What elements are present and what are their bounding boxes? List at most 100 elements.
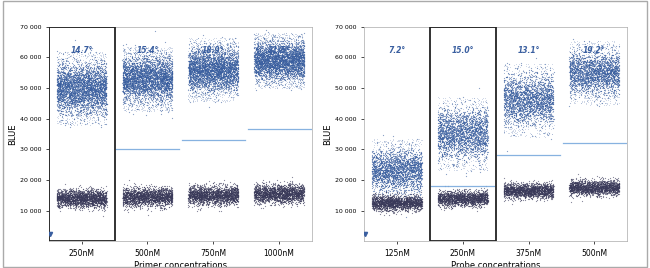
- Point: [604, 78, 615, 82]
- Point: [471, 196, 482, 200]
- Point: [165, 55, 176, 59]
- Point: [122, 199, 133, 203]
- Point: [273, 57, 283, 61]
- Point: [203, 90, 213, 94]
- Point: [519, 183, 530, 188]
- Point: [62, 195, 72, 200]
- Point: [600, 101, 610, 105]
- Point: [233, 189, 243, 193]
- Point: [58, 81, 68, 85]
- Point: [265, 54, 276, 58]
- Point: [500, 188, 511, 192]
- Point: [121, 85, 131, 89]
- Point: [576, 180, 586, 184]
- Point: [445, 142, 455, 146]
- Point: [452, 140, 463, 144]
- Point: [252, 79, 263, 83]
- Point: [86, 81, 96, 85]
- Point: [77, 91, 87, 95]
- Point: [129, 75, 139, 79]
- Point: [390, 154, 400, 159]
- Point: [88, 190, 98, 194]
- Point: [482, 198, 493, 202]
- Point: [77, 90, 88, 94]
- Point: [75, 197, 85, 201]
- Point: [436, 197, 446, 202]
- Point: [131, 191, 142, 196]
- Point: [187, 194, 198, 199]
- Point: [55, 105, 65, 110]
- Point: [265, 55, 276, 60]
- Point: [139, 197, 150, 201]
- Point: [296, 47, 307, 52]
- Point: [502, 190, 513, 194]
- Point: [220, 98, 231, 103]
- Point: [157, 57, 167, 61]
- Point: [579, 88, 590, 93]
- Point: [151, 197, 162, 202]
- Point: [214, 192, 224, 196]
- Point: [55, 87, 66, 91]
- Point: [512, 187, 523, 191]
- Point: [192, 191, 202, 196]
- Point: [191, 194, 202, 198]
- Point: [228, 96, 239, 101]
- Point: [573, 61, 583, 65]
- Point: [220, 183, 230, 188]
- Point: [130, 200, 140, 205]
- Point: [526, 193, 536, 198]
- Point: [285, 31, 296, 36]
- Point: [298, 51, 309, 56]
- Point: [592, 66, 603, 71]
- Point: [437, 193, 447, 197]
- Point: [500, 125, 510, 130]
- Point: [612, 79, 622, 83]
- Point: [86, 105, 97, 109]
- Point: [155, 188, 165, 193]
- Point: [282, 66, 293, 70]
- Point: [60, 198, 71, 202]
- Point: [188, 54, 199, 59]
- Point: [534, 192, 545, 196]
- Point: [452, 138, 463, 143]
- Point: [57, 94, 68, 98]
- Point: [589, 188, 599, 192]
- Point: [57, 60, 67, 65]
- Point: [386, 193, 396, 198]
- Point: [578, 192, 589, 196]
- Point: [370, 169, 380, 173]
- Point: [193, 73, 203, 78]
- Point: [166, 189, 176, 193]
- Point: [198, 63, 208, 68]
- Point: [273, 43, 283, 47]
- Point: [198, 49, 209, 53]
- Point: [214, 58, 224, 62]
- Point: [197, 61, 207, 65]
- Point: [72, 103, 83, 107]
- Point: [66, 195, 77, 199]
- Point: [214, 55, 225, 59]
- Point: [268, 55, 279, 59]
- Point: [59, 200, 70, 204]
- Point: [197, 195, 207, 199]
- Point: [289, 188, 299, 192]
- Point: [391, 177, 401, 181]
- Point: [369, 194, 380, 199]
- Point: [92, 57, 103, 61]
- Point: [441, 142, 451, 146]
- Point: [53, 95, 63, 100]
- Point: [511, 192, 521, 196]
- Point: [72, 109, 83, 113]
- Point: [73, 201, 83, 205]
- Point: [133, 77, 144, 81]
- Point: [543, 115, 553, 119]
- Point: [232, 51, 242, 56]
- Point: [567, 78, 577, 82]
- Point: [155, 70, 165, 74]
- Point: [601, 61, 612, 65]
- Point: [580, 76, 591, 80]
- Point: [129, 197, 140, 201]
- Point: [274, 42, 285, 46]
- Point: [606, 178, 616, 182]
- Point: [534, 190, 544, 194]
